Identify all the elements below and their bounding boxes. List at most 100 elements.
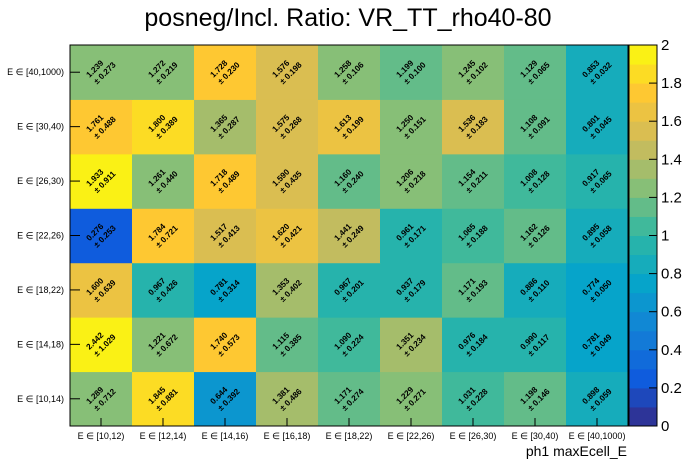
color-bar-step bbox=[629, 102, 657, 122]
heatmap-cell bbox=[566, 317, 629, 373]
heatmap-cell bbox=[132, 317, 195, 373]
y-tick-label: E ∈ [14,18) bbox=[17, 339, 64, 349]
heatmap-cell bbox=[504, 317, 567, 373]
color-bar-step bbox=[629, 330, 657, 351]
heatmap-cell bbox=[256, 208, 319, 264]
heatmap-cell bbox=[566, 99, 629, 155]
heatmap-cell bbox=[380, 317, 443, 373]
heatmap-cell bbox=[70, 262, 133, 318]
heatmap-cell bbox=[194, 208, 257, 264]
x-tick-label: E ∈ [30,40) bbox=[512, 431, 559, 441]
z-tick-label: 0 bbox=[661, 418, 669, 435]
y-tick-label: E ∈ [40,1000) bbox=[7, 67, 64, 77]
x-tick-label: E ∈ [14,16) bbox=[202, 431, 249, 441]
y-axis-ticks: E ∈ [10,14) E ∈ [14,18) E ∈ [18,22) E ∈ [22… bbox=[7, 67, 80, 404]
z-tick-label: 1 bbox=[661, 228, 669, 245]
heatmap-cell bbox=[318, 153, 381, 209]
x-axis-label: ph1 maxEcell_E bbox=[526, 443, 627, 459]
z-tick-label: 0.6 bbox=[661, 304, 682, 321]
heatmap-cell bbox=[194, 317, 257, 373]
heatmap-cell bbox=[132, 208, 195, 264]
heatmap-cell bbox=[70, 208, 133, 264]
heatmap-cell bbox=[566, 262, 629, 318]
heatmap-cell bbox=[256, 99, 319, 155]
x-tick-label: E ∈ [18,22) bbox=[326, 431, 373, 441]
z-tick-label: 1.6 bbox=[661, 113, 682, 130]
heatmap-cell bbox=[70, 99, 133, 155]
y-tick-label: E ∈ [30,40) bbox=[17, 122, 64, 132]
heatmap-cell bbox=[194, 371, 257, 427]
heatmap-cell bbox=[256, 45, 319, 100]
heatmap-cell bbox=[132, 153, 195, 209]
heatmap-cell bbox=[504, 45, 567, 100]
heatmap-cell bbox=[566, 45, 629, 100]
heatmap-cell bbox=[442, 262, 505, 318]
color-bar-ticks: 0 0.2 0.4 0.6 0.8 1 1.2 1.4 1.6 1.8 2 bbox=[649, 37, 682, 435]
x-tick-label: E ∈ [40,1000) bbox=[569, 431, 626, 441]
heatmap-cell bbox=[194, 153, 257, 209]
y-tick-label: E ∈ [22,26) bbox=[17, 231, 64, 241]
z-tick-label: 0.2 bbox=[661, 380, 682, 397]
color-bar-step bbox=[629, 64, 657, 84]
heatmap-cell bbox=[566, 208, 629, 264]
heatmap-cell bbox=[256, 262, 319, 318]
z-tick-label: 0.8 bbox=[661, 266, 682, 283]
heatmap-cell bbox=[442, 45, 505, 100]
heatmap-cell bbox=[194, 99, 257, 155]
heatmap-cell bbox=[318, 371, 381, 427]
color-bar-step bbox=[629, 45, 657, 65]
z-tick-label: 0.4 bbox=[661, 342, 682, 359]
color-bar-step bbox=[629, 406, 657, 427]
heatmap-cell bbox=[132, 371, 195, 427]
heatmap-cell bbox=[504, 208, 567, 264]
heatmap-cell bbox=[566, 371, 629, 427]
heatmap-cell bbox=[318, 45, 381, 100]
color-bar-step bbox=[629, 273, 657, 294]
heatmap-cell bbox=[194, 45, 257, 100]
heatmap-cell bbox=[132, 45, 195, 100]
heatmap-cell bbox=[318, 262, 381, 318]
heatmap-cell bbox=[132, 262, 195, 318]
heatmap-cell bbox=[566, 153, 629, 209]
color-bar-step bbox=[629, 83, 657, 103]
heatmap-cells bbox=[70, 45, 629, 427]
heatmap-cell bbox=[256, 371, 319, 427]
color-bar bbox=[628, 44, 658, 427]
heatmap-cell bbox=[504, 153, 567, 209]
heatmap-cell bbox=[504, 371, 567, 427]
color-bar-step bbox=[629, 197, 657, 217]
heatmap-cell bbox=[380, 45, 443, 100]
color-bar-step bbox=[629, 178, 657, 198]
heatmap-cell bbox=[70, 317, 133, 373]
heatmap-cell bbox=[318, 317, 381, 373]
heatmap-cell bbox=[380, 208, 443, 264]
heatmap-cell bbox=[504, 99, 567, 155]
z-tick-label: 2 bbox=[661, 37, 669, 54]
y-tick-label: E ∈ [18,22) bbox=[17, 285, 64, 295]
heatmap-cell bbox=[318, 208, 381, 264]
heatmap-cell bbox=[442, 153, 505, 209]
heatmap-cell bbox=[442, 99, 505, 155]
z-tick-label: 1.8 bbox=[661, 75, 682, 92]
x-tick-label: E ∈ [26,30) bbox=[450, 431, 497, 441]
color-bar-step bbox=[629, 235, 657, 256]
color-bar-step bbox=[629, 349, 657, 370]
heatmap-cell bbox=[194, 262, 257, 318]
x-tick-label: E ∈ [16,18) bbox=[264, 431, 311, 441]
heatmap-cell bbox=[380, 262, 443, 318]
heatmap-cell bbox=[318, 99, 381, 155]
z-tick-label: 1.2 bbox=[661, 189, 682, 206]
x-tick-label: E ∈ [22,26) bbox=[388, 431, 435, 441]
x-tick-label: E ∈ [12,14) bbox=[140, 431, 187, 441]
color-bar-step bbox=[629, 159, 657, 179]
color-bar-step bbox=[629, 140, 657, 160]
y-tick-label: E ∈ [10,14) bbox=[17, 394, 64, 404]
color-bar-step bbox=[629, 368, 657, 389]
heatmap-cell bbox=[132, 99, 195, 155]
chart-title: posneg/Incl. Ratio: VR_TT_rho40-80 bbox=[144, 4, 551, 32]
color-bar-step bbox=[629, 254, 657, 275]
z-tick-label: 1.4 bbox=[661, 151, 682, 168]
heatmap-cell bbox=[442, 208, 505, 264]
